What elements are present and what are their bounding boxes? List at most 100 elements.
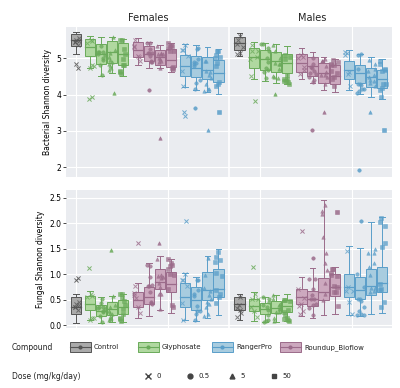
Point — [200, 313, 207, 319]
Point — [309, 292, 315, 298]
Point — [343, 288, 349, 294]
Point — [168, 260, 174, 267]
Point — [300, 64, 307, 71]
Bar — [85, 39, 95, 56]
Point — [381, 127, 387, 133]
Point — [73, 61, 79, 67]
Point — [195, 45, 201, 52]
Point — [247, 55, 254, 62]
Point — [333, 209, 340, 215]
Point — [148, 59, 155, 66]
Point — [192, 105, 198, 111]
Point — [184, 283, 190, 289]
Bar — [234, 37, 245, 50]
Point — [108, 64, 114, 71]
Point — [235, 37, 242, 43]
Bar — [282, 300, 292, 312]
Point — [157, 55, 164, 62]
Point — [99, 304, 106, 310]
Point — [131, 292, 137, 298]
Point — [281, 297, 288, 303]
Point — [249, 48, 256, 54]
Point — [98, 300, 104, 306]
Point — [217, 257, 223, 263]
Point — [165, 45, 171, 52]
Point — [322, 56, 328, 62]
Point — [203, 58, 209, 64]
Point — [76, 35, 82, 42]
Point — [306, 74, 312, 80]
Point — [206, 72, 212, 78]
Bar — [271, 52, 281, 72]
Point — [119, 37, 125, 43]
Point — [297, 52, 304, 58]
Point — [361, 85, 367, 92]
Point — [193, 60, 200, 66]
Bar — [155, 269, 165, 289]
Point — [120, 55, 126, 62]
Bar — [132, 292, 143, 307]
Point — [297, 301, 304, 307]
Point — [358, 298, 364, 304]
Bar — [118, 300, 128, 314]
Point — [286, 318, 292, 324]
Point — [201, 284, 207, 291]
Bar — [355, 65, 365, 83]
Bar — [318, 278, 329, 300]
Text: Males: Males — [298, 13, 326, 23]
Point — [132, 283, 138, 289]
Point — [330, 266, 336, 272]
Point — [371, 288, 378, 294]
Point — [107, 63, 113, 69]
Bar — [213, 269, 224, 297]
Point — [323, 63, 329, 69]
Point — [154, 256, 160, 262]
Point — [215, 78, 222, 85]
Bar — [366, 68, 376, 87]
Point — [203, 68, 210, 74]
Bar — [166, 49, 176, 67]
Point — [165, 286, 172, 292]
Point — [331, 74, 337, 80]
Point — [146, 87, 152, 93]
Point — [342, 52, 348, 59]
Point — [251, 308, 258, 314]
Point — [107, 247, 114, 253]
Point — [106, 54, 112, 61]
Point — [358, 82, 364, 88]
Point — [276, 61, 282, 68]
Point — [182, 271, 188, 277]
Point — [148, 299, 155, 305]
Point — [145, 50, 151, 56]
Point — [324, 74, 330, 80]
Bar — [308, 57, 318, 76]
Point — [382, 81, 389, 87]
Point — [178, 68, 185, 74]
Text: Roundup_Bioflow: Roundup_Bioflow — [304, 344, 364, 351]
Point — [378, 94, 384, 100]
Point — [299, 228, 306, 234]
Point — [356, 308, 363, 315]
Point — [106, 61, 112, 67]
Point — [335, 59, 342, 65]
Point — [194, 277, 200, 283]
Point — [86, 96, 92, 102]
Bar — [366, 269, 376, 295]
Point — [332, 289, 339, 295]
Point — [109, 59, 115, 65]
Point — [204, 299, 210, 305]
Point — [358, 311, 364, 317]
Point — [132, 37, 138, 43]
Point — [319, 57, 326, 64]
Bar — [144, 287, 154, 304]
Bar — [296, 289, 307, 304]
Bar — [71, 297, 81, 314]
Point — [155, 50, 162, 57]
Point — [217, 291, 223, 297]
Point — [137, 310, 144, 316]
Point — [355, 52, 361, 58]
Point — [310, 55, 316, 61]
Point — [328, 270, 334, 277]
Point — [249, 42, 255, 48]
Point — [379, 85, 386, 91]
